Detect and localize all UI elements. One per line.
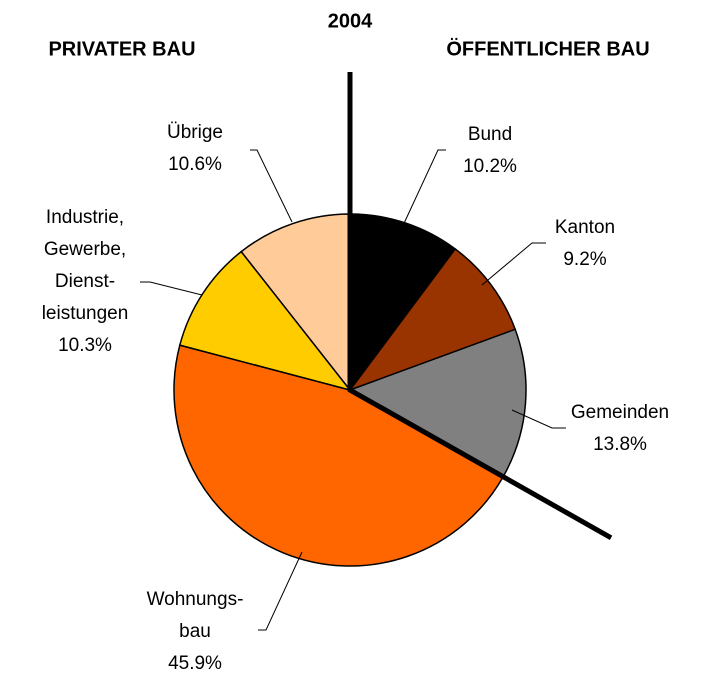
pie-slice — [240, 213, 351, 393]
chart-title: 2004 — [328, 10, 373, 32]
group-label: PRIVATER BAU — [48, 38, 195, 60]
slice-label: Wohnungs- — [147, 589, 244, 610]
pie-slice — [349, 213, 457, 393]
slice-label: Industrie, — [46, 207, 124, 228]
value-label: 13.8% — [593, 434, 647, 455]
slice-label: Dienst- — [55, 271, 115, 292]
slice-label: Kanton — [555, 217, 615, 238]
divider — [347, 72, 613, 540]
pie-slice — [173, 344, 505, 567]
pie-slice — [178, 250, 352, 392]
value-label: 45.9% — [168, 653, 222, 674]
leader-line — [250, 149, 293, 223]
slice-label: Gewerbe, — [44, 239, 126, 260]
leader-line — [481, 242, 546, 286]
group-label: ÖFFENTLICHER BAU — [446, 37, 649, 60]
slice-label: bau — [179, 621, 211, 642]
slice-label: Übrige — [167, 122, 223, 143]
pie-slice — [348, 328, 527, 478]
slice-label: Bund — [468, 124, 512, 145]
leader-line — [511, 409, 566, 429]
slice-label: Gemeinden — [571, 402, 669, 423]
value-label: 10.2% — [463, 156, 517, 177]
pie-slice — [347, 247, 517, 392]
leader-line — [140, 281, 203, 296]
value-label: 10.6% — [168, 154, 222, 175]
leader-line — [258, 551, 303, 631]
slice-label: leistungen — [42, 303, 129, 324]
leader-line — [399, 149, 446, 233]
value-label: 10.3% — [58, 335, 112, 356]
value-label: 9.2% — [563, 249, 606, 270]
